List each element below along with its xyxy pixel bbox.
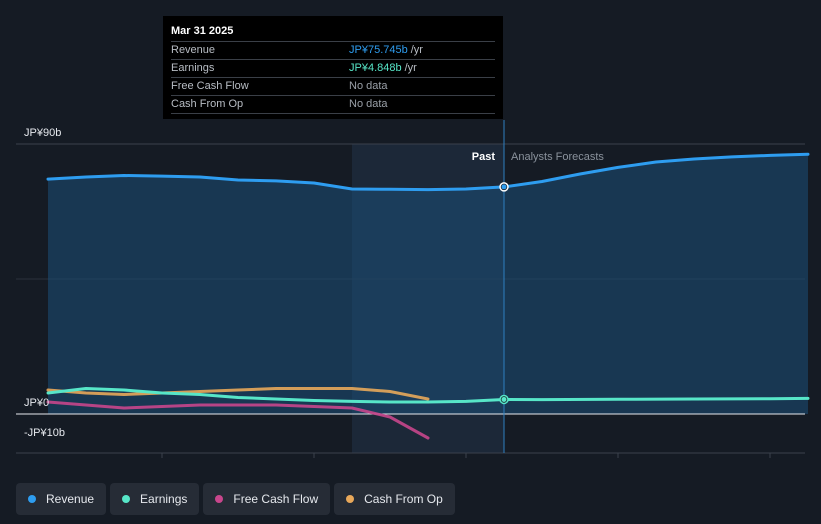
tooltip-date: Mar 31 2025 [171, 25, 234, 37]
legend-label: Cash From Op [364, 492, 443, 506]
series-line-free-cash-flow [46, 400, 430, 440]
legend-dot-icon [346, 495, 355, 503]
tooltip-unit: /yr [410, 44, 423, 56]
y-axis-label: JP¥0 [24, 397, 49, 409]
series-line-revenue [46, 152, 810, 192]
tooltip-label: Revenue [171, 44, 216, 56]
tooltip-value: JP¥75.745b [349, 44, 408, 56]
hover-tooltip: Mar 31 2025 Revenue JP¥75.745b /yr Earni… [163, 16, 503, 119]
revenue-area [48, 154, 808, 414]
tooltip-row-free-cash-flow: Free Cash Flow No data [171, 77, 495, 95]
legend-dot-icon [215, 495, 224, 503]
legend-dot-icon [28, 495, 36, 503]
legend-label: Revenue [46, 492, 95, 506]
tooltip-unit: /yr [404, 62, 417, 74]
tooltip-value: No data [349, 98, 388, 110]
legend-label: Earnings [140, 492, 188, 506]
legend-dot-icon [122, 495, 131, 503]
tooltip-label: Cash From Op [171, 98, 244, 110]
legend-label: Free Cash Flow [233, 492, 319, 506]
tooltip-value: JP¥4.848b [349, 62, 402, 74]
legend-earnings[interactable]: Earnings [110, 483, 200, 515]
series-line-cash-from-op [46, 387, 430, 401]
financials-chart: JP¥90bJP¥0-JP¥10b20232024202520262027Pas… [16, 120, 810, 458]
legend-cash-from-op[interactable]: Cash From Op [334, 483, 455, 515]
tooltip-row-cash-from-op: Cash From Op No data [171, 95, 495, 114]
tooltip-value: No data [349, 80, 388, 92]
tooltip-label: Free Cash Flow [171, 80, 249, 92]
forecast-label: Analysts Forecasts [511, 151, 604, 163]
y-axis-label: JP¥90b [24, 127, 61, 139]
tooltip-row-earnings: Earnings JP¥4.848b /yr [171, 59, 495, 77]
legend-revenue[interactable]: Revenue [16, 483, 107, 515]
marker-dot-fill [501, 396, 507, 402]
legend-free-cash-flow[interactable]: Free Cash Flow [203, 483, 331, 515]
past-label: Past [472, 151, 496, 163]
tooltip-row-revenue: Revenue JP¥75.745b /yr [171, 41, 495, 59]
marker-dot-fill [501, 184, 507, 190]
series-line-earnings [46, 387, 810, 404]
y-axis-label: -JP¥10b [24, 427, 65, 439]
tooltip-label: Earnings [171, 62, 215, 74]
chart-legend: Revenue Earnings Free Cash Flow Cash Fro… [16, 483, 455, 515]
